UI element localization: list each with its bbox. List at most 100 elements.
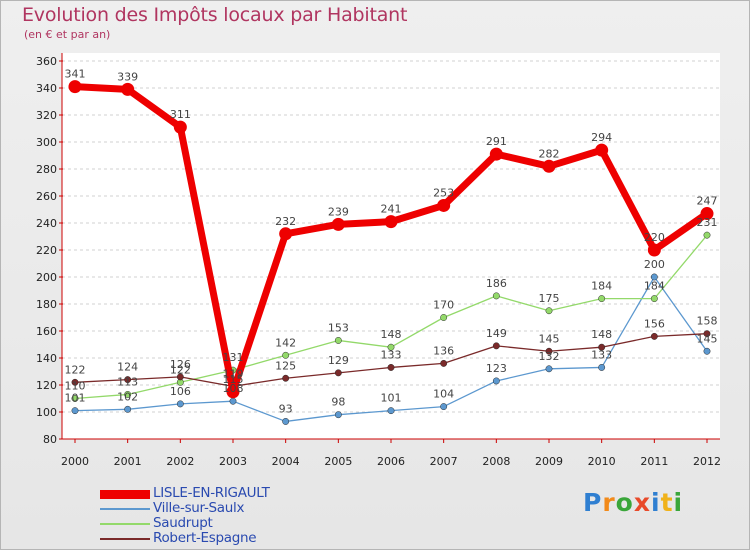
data-label: 153 (328, 321, 349, 334)
data-label: 339 (117, 70, 138, 83)
data-label: 98 (331, 396, 345, 409)
data-label: 231 (697, 216, 718, 229)
logo-letter: x (633, 488, 651, 517)
data-label: 149 (486, 327, 507, 340)
y-tick-label: 200 (36, 271, 57, 284)
logo-letter: i (651, 488, 661, 517)
data-point (71, 395, 79, 402)
y-tick-label: 340 (36, 82, 57, 95)
x-tick-label: 2009 (535, 455, 563, 468)
data-label: 113 (117, 375, 138, 388)
x-tick-label: 2007 (430, 455, 458, 468)
data-label: 131 (223, 351, 244, 364)
data-label: 115 (223, 373, 244, 386)
y-tick-label: 280 (36, 163, 57, 176)
data-label: 136 (433, 344, 454, 357)
x-tick-label: 2000 (61, 455, 89, 468)
data-label: 239 (328, 205, 349, 218)
legend-label: Saudrupt (153, 515, 213, 531)
data-point (595, 143, 609, 157)
y-tick-label: 80 (43, 433, 57, 446)
data-point (650, 273, 658, 281)
legend-label: Robert-Espagne (153, 530, 257, 546)
y-tick-label: 100 (36, 406, 57, 419)
legend-swatch (100, 538, 150, 540)
data-label: 291 (486, 135, 507, 148)
data-label: 104 (433, 388, 454, 401)
data-point (229, 397, 237, 405)
x-tick-label: 2010 (588, 455, 616, 468)
x-tick-label: 2006 (377, 455, 405, 468)
data-label: 241 (381, 203, 402, 216)
x-tick-label: 2002 (166, 455, 194, 468)
data-label: 122 (170, 363, 191, 376)
data-point (176, 373, 184, 381)
data-point (545, 307, 553, 315)
data-label: 125 (275, 359, 296, 372)
y-tick-label: 120 (36, 379, 57, 392)
data-point (124, 376, 132, 384)
data-label: 93 (279, 402, 293, 415)
data-point (440, 403, 448, 411)
data-label: 294 (591, 131, 612, 144)
data-label: 101 (65, 392, 86, 405)
data-point (598, 343, 606, 351)
x-tick-label: 2012 (693, 455, 721, 468)
data-label: 253 (433, 186, 454, 199)
y-tick-label: 260 (36, 190, 57, 203)
logo-letter: i (673, 488, 684, 517)
data-label: 122 (65, 363, 86, 376)
data-label: 311 (170, 108, 191, 121)
data-point (279, 227, 293, 241)
data-point (282, 351, 290, 359)
y-tick-label: 140 (36, 352, 57, 365)
data-point (492, 377, 500, 385)
data-label: 132 (539, 350, 560, 363)
data-label: 124 (117, 361, 138, 374)
data-label: 145 (539, 332, 560, 345)
data-point (489, 147, 503, 161)
data-label: 126 (170, 358, 191, 371)
data-label: 341 (65, 68, 86, 81)
data-point (598, 364, 606, 371)
y-tick-label: 160 (36, 325, 57, 338)
data-label: 170 (433, 299, 454, 312)
data-point (334, 337, 342, 344)
data-point (703, 330, 711, 338)
data-point (545, 347, 553, 355)
data-label: 101 (381, 392, 402, 405)
data-point (647, 243, 661, 257)
data-point (173, 120, 187, 134)
data-label: 133 (381, 348, 402, 361)
data-label: 148 (591, 328, 612, 341)
data-point (650, 332, 658, 340)
data-label: 110 (65, 380, 86, 393)
x-tick-label: 2004 (272, 455, 300, 468)
data-point (492, 342, 500, 350)
data-label: 232 (275, 215, 296, 228)
data-point (387, 407, 395, 415)
data-label: 102 (117, 390, 138, 403)
data-label: 106 (170, 385, 191, 398)
data-label: 220 (644, 231, 665, 244)
logo-letter: o (615, 488, 634, 517)
data-point (703, 231, 711, 239)
legend-swatch (100, 508, 150, 510)
data-point (492, 292, 500, 300)
legend-label: LISLE-EN-RIGAULT (153, 485, 270, 501)
data-label: 282 (539, 147, 560, 160)
chart-title: Evolution des Impôts locaux par Habitant (22, 4, 408, 26)
data-point (121, 82, 135, 96)
data-point (545, 365, 553, 373)
data-label: 156 (644, 317, 665, 330)
data-point (650, 295, 658, 303)
data-point (282, 374, 290, 382)
data-label: 158 (697, 315, 718, 328)
data-label: 142 (275, 336, 296, 349)
data-label: 184 (591, 280, 612, 293)
data-point (700, 207, 714, 221)
legend-swatch (100, 489, 150, 499)
x-tick-label: 2011 (640, 455, 668, 468)
y-tick-label: 220 (36, 244, 57, 257)
